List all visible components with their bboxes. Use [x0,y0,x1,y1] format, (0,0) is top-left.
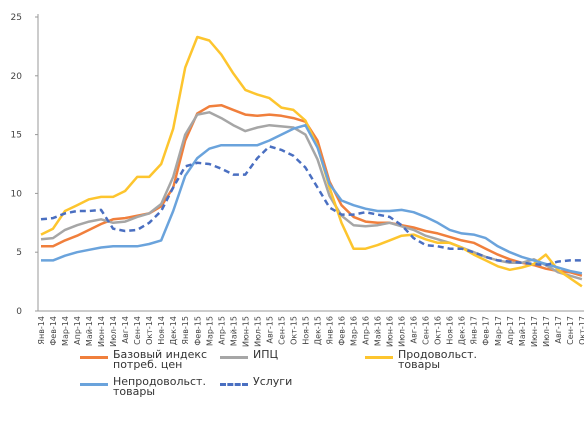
x-tick-label: Авг-17 [554,316,563,343]
x-tick-label: Мар-17 [494,316,503,346]
x-tick-label: Мар-15 [205,316,214,346]
x-tick-label: Сен-16 [422,316,431,345]
x-tick-label: Сен-14 [133,316,142,345]
x-tick-label: Июн-17 [530,316,539,347]
x-tick-label: Мар-16 [350,316,359,346]
x-tick-label: Мар-14 [61,316,70,346]
legend-label: Базовый индекс потреб. цен [113,348,208,371]
x-tick-label: Апр-17 [506,316,515,345]
x-tick-label: Июл-16 [398,316,407,347]
x-tick-label: Сен-15 [277,316,286,345]
legend-item: Услуги [220,375,293,388]
x-tick-label: Окт-14 [145,316,154,345]
y-tick-label: 20 [11,72,23,82]
x-tick-label: Апр-15 [217,316,226,345]
series-line [40,145,582,267]
series-line [41,123,583,275]
x-tick-label: Ноя-14 [157,316,166,345]
legend-label: Продовольст. товары [398,348,477,371]
x-tick-label: Дек-16 [458,316,467,345]
x-tick-label: Окт-17 [578,316,584,345]
x-tick-label: Авг-14 [121,316,130,343]
legend-swatch [80,356,108,359]
x-tick-label: Янв-14 [37,316,46,345]
x-tick-label: Окт-16 [434,316,443,345]
legend-item: Базовый индекс потреб. цен [80,348,218,371]
x-tick-label: Апр-14 [73,316,82,345]
x-tick-label: Июл-17 [542,316,551,347]
x-tick-label: Дек-14 [169,316,178,345]
legend-swatch [80,383,108,386]
x-tick-label: Ноя-15 [301,316,310,345]
x-tick-label: Май-15 [229,316,238,346]
x-tick-label: Фев-17 [482,316,491,346]
legend-item: Продовольст. товары [365,348,503,371]
x-tick-label: Дек-15 [313,316,322,345]
x-tick-label: Авг-15 [265,316,274,343]
x-tick-label: Апр-16 [362,316,371,345]
legend-swatch [220,356,248,359]
x-tick-label: Фев-14 [49,316,58,346]
x-tick-label: Июн-14 [97,316,106,347]
legend-label: ИПЦ [253,348,279,361]
x-tick-label: Фев-16 [338,316,347,346]
legend-item: ИПЦ [220,348,279,361]
x-tick-label: Окт-15 [289,316,298,345]
x-tick-label: Фев-15 [193,316,202,346]
x-tick-label: Янв-17 [470,316,479,345]
x-tick-label: Янв-16 [325,316,334,345]
x-tick-label: Сен-17 [566,316,575,345]
x-tick-label: Июл-15 [253,316,262,347]
y-tick-label: 10 [11,189,23,199]
x-tick-label: Янв-15 [181,316,190,345]
y-tick-label: 25 [11,13,22,23]
legend-label: Непродовольст. товары [113,375,206,398]
x-tick-label: Май-14 [85,316,94,346]
x-tick-label: Июл-14 [109,316,118,347]
y-tick-label: 5 [16,248,22,258]
x-tick-label: Май-16 [374,316,383,346]
y-tick-label: 15 [11,131,22,141]
x-tick-label: Июн-15 [241,316,250,347]
legend-item: Непродовольст. товары [80,375,218,398]
legend-label: Услуги [253,375,293,388]
x-tick-label: Июн-16 [386,316,395,347]
legend-swatch [365,356,393,359]
legend-swatch [220,383,248,386]
y-tick-label: 0 [16,307,22,317]
series-line [40,35,583,288]
x-tick-label: Авг-16 [410,316,419,343]
x-tick-label: Май-17 [518,316,527,346]
x-tick-label: Ноя-16 [446,316,455,345]
